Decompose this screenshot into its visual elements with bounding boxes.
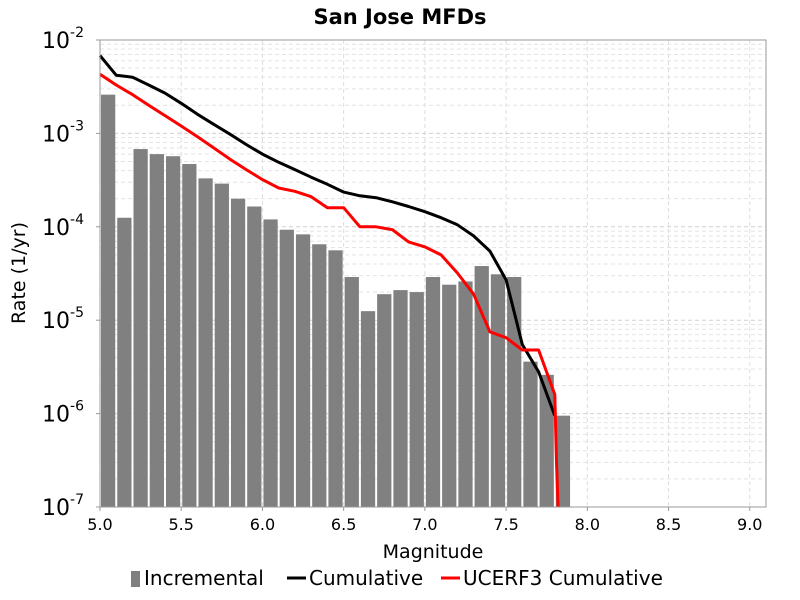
bar [474,266,489,507]
bar [279,229,294,507]
x-tick-label: 8.0 [575,515,600,534]
bar [230,198,246,508]
bar [149,154,164,507]
bar [133,149,148,507]
bar [360,311,376,507]
x-axis-ticks: 5.0 5.5 6.0 6.5 7.0 7.5 8.0 8.5 9.0 [87,507,762,534]
x-tick-label: 7.0 [412,515,437,534]
bar [490,274,506,507]
legend: Incremental Cumulative UCERF3 Cumulative [131,566,663,590]
bar [182,164,197,507]
bar [344,277,359,507]
y-tick-label: 10-6 [42,399,84,428]
plot-frame [99,39,767,508]
bar [328,250,343,507]
y-tick-label: 10-4 [42,212,84,241]
bar [523,361,538,507]
bar [263,219,278,507]
bar [393,290,408,507]
x-tick-label: 5.0 [87,515,112,534]
legend-swatch-incremental [131,571,140,587]
y-tick-label: 10-5 [42,305,84,334]
ucerf3-cumulative-line [99,72,560,508]
bar [214,183,229,507]
series-lines [98,54,560,508]
legend-label: Incremental [144,566,264,590]
y-tick-label: 10-2 [42,25,84,54]
bar [409,292,424,507]
bar [117,217,132,508]
x-tick-label: 8.5 [656,515,681,534]
bar [507,277,522,507]
bars [101,94,571,508]
y-tick-label: 10-7 [42,492,84,521]
bar [425,277,441,507]
bar [458,281,473,507]
x-tick-label: 9.0 [737,515,762,534]
x-axis-label: Magnitude [383,541,484,563]
bar [165,156,181,507]
x-tick-label: 5.5 [168,515,193,534]
bar [555,415,571,507]
bar [247,206,262,507]
y-axis-label: Rate (1/yr) [8,222,30,324]
x-tick-label: 7.5 [493,515,518,534]
legend-label: Cumulative [309,566,423,590]
bar [198,178,213,508]
legend-label: UCERF3 Cumulative [463,566,663,590]
bar [377,294,392,507]
chart-title: San Jose MFDs [313,5,486,29]
bar [312,244,327,507]
x-tick-label: 6.0 [250,515,275,534]
y-axis-ticks: 10-7 10-6 10-5 10-4 10-3 10-2 [42,25,100,521]
bar [101,94,116,508]
y-tick-label: 10-3 [42,118,84,147]
bar [295,234,311,508]
x-tick-label: 6.5 [331,515,356,534]
bar [539,374,554,507]
bar [442,284,457,507]
cumulative-line [98,54,557,417]
